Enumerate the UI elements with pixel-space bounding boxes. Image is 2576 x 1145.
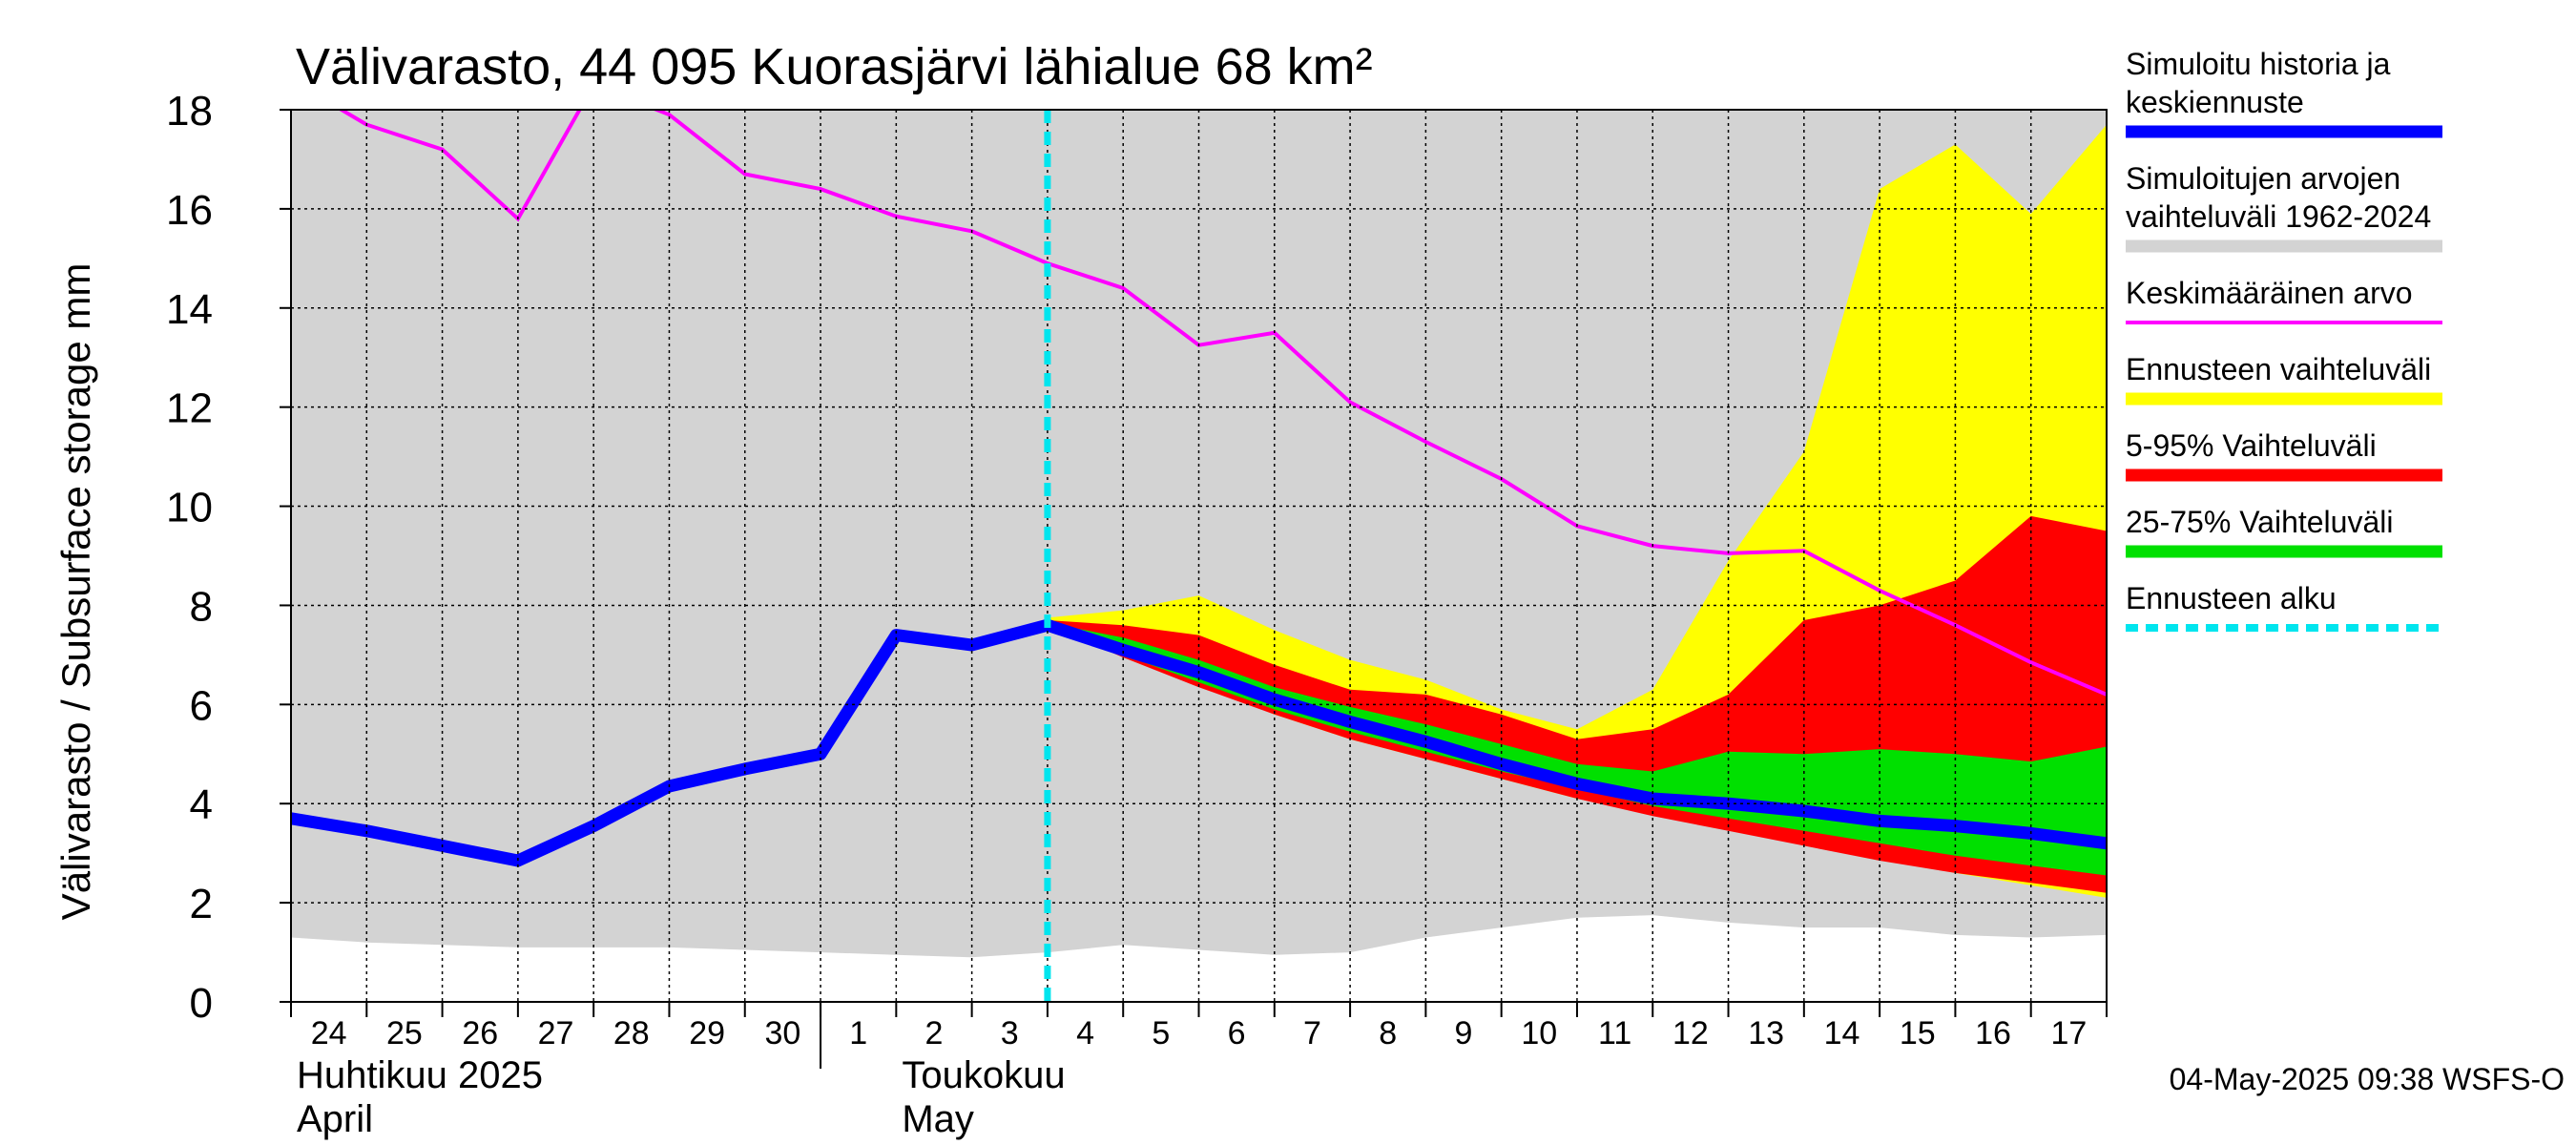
- y-tick-label: 14: [166, 286, 213, 333]
- timestamp: 04-May-2025 09:38 WSFS-O: [2170, 1062, 2565, 1096]
- x-tick-label: 17: [2050, 1015, 2087, 1051]
- month-label-fi: Huhtikuu 2025: [297, 1054, 543, 1096]
- legend-label: Keskimääräinen arvo: [2126, 276, 2413, 310]
- x-tick-label: 16: [1975, 1015, 2011, 1051]
- y-tick-label: 16: [166, 187, 213, 234]
- legend-label: Simuloitujen arvojen: [2126, 161, 2400, 196]
- x-tick-label: 30: [764, 1015, 800, 1051]
- x-tick-label: 2: [925, 1015, 944, 1051]
- y-axis-label: Välivarasto / Subsurface storage mm: [53, 263, 98, 921]
- x-tick-label: 25: [386, 1015, 423, 1051]
- legend-label: keskiennuste: [2126, 85, 2304, 119]
- x-tick-label: 26: [462, 1015, 498, 1051]
- y-tick-label: 8: [190, 583, 213, 630]
- x-tick-label: 14: [1824, 1015, 1860, 1051]
- legend-label: Ennusteen vaihteluväli: [2126, 352, 2431, 386]
- x-tick-label: 11: [1598, 1015, 1631, 1051]
- y-tick-label: 10: [166, 485, 213, 531]
- x-tick-label: 6: [1228, 1015, 1246, 1051]
- y-tick-label: 6: [190, 682, 213, 729]
- legend: Simuloitu historia ja keskiennuste Simuloi…: [2126, 47, 2442, 632]
- legend-label: Ennusteen alku: [2126, 581, 2337, 615]
- x-tick-label: 15: [1900, 1015, 1936, 1051]
- x-tick-label: 3: [1001, 1015, 1019, 1051]
- x-tick-label: 12: [1672, 1015, 1709, 1051]
- x-tick-label: 13: [1748, 1015, 1784, 1051]
- y-tick-label: 0: [190, 980, 213, 1027]
- legend-label: Simuloitu historia ja: [2126, 47, 2391, 81]
- x-tick-label: 7: [1303, 1015, 1321, 1051]
- month-label-fi: Toukokuu: [902, 1054, 1065, 1096]
- legend-label: 5-95% Vaihteluväli: [2126, 428, 2377, 463]
- x-tick-label: 1: [849, 1015, 867, 1051]
- month-label-en: May: [902, 1098, 974, 1140]
- grid: [291, 110, 2107, 1002]
- month-label-en: April: [297, 1098, 373, 1140]
- legend-label: vaihteluväli 1962-2024: [2126, 199, 2431, 234]
- x-tick-label: 29: [689, 1015, 725, 1051]
- x-tick-label: 27: [538, 1015, 574, 1051]
- y-tick-label: 12: [166, 385, 213, 432]
- chart-title: Välivarasto, 44 095 Kuorasjärvi lähialue…: [296, 38, 1373, 95]
- x-tick-label: 8: [1379, 1015, 1397, 1051]
- y-tick-label: 2: [190, 881, 213, 927]
- x-tick-label: 28: [613, 1015, 650, 1051]
- x-tick-label: 9: [1455, 1015, 1473, 1051]
- x-tick-label: 4: [1076, 1015, 1094, 1051]
- y-tick-label: 18: [166, 88, 213, 135]
- legend-label: 25-75% Vaihteluväli: [2126, 505, 2393, 539]
- y-tick-label: 4: [190, 781, 213, 828]
- x-tick-label: 5: [1152, 1015, 1170, 1051]
- x-tick-label: 24: [311, 1015, 347, 1051]
- x-tick-label: 10: [1521, 1015, 1557, 1051]
